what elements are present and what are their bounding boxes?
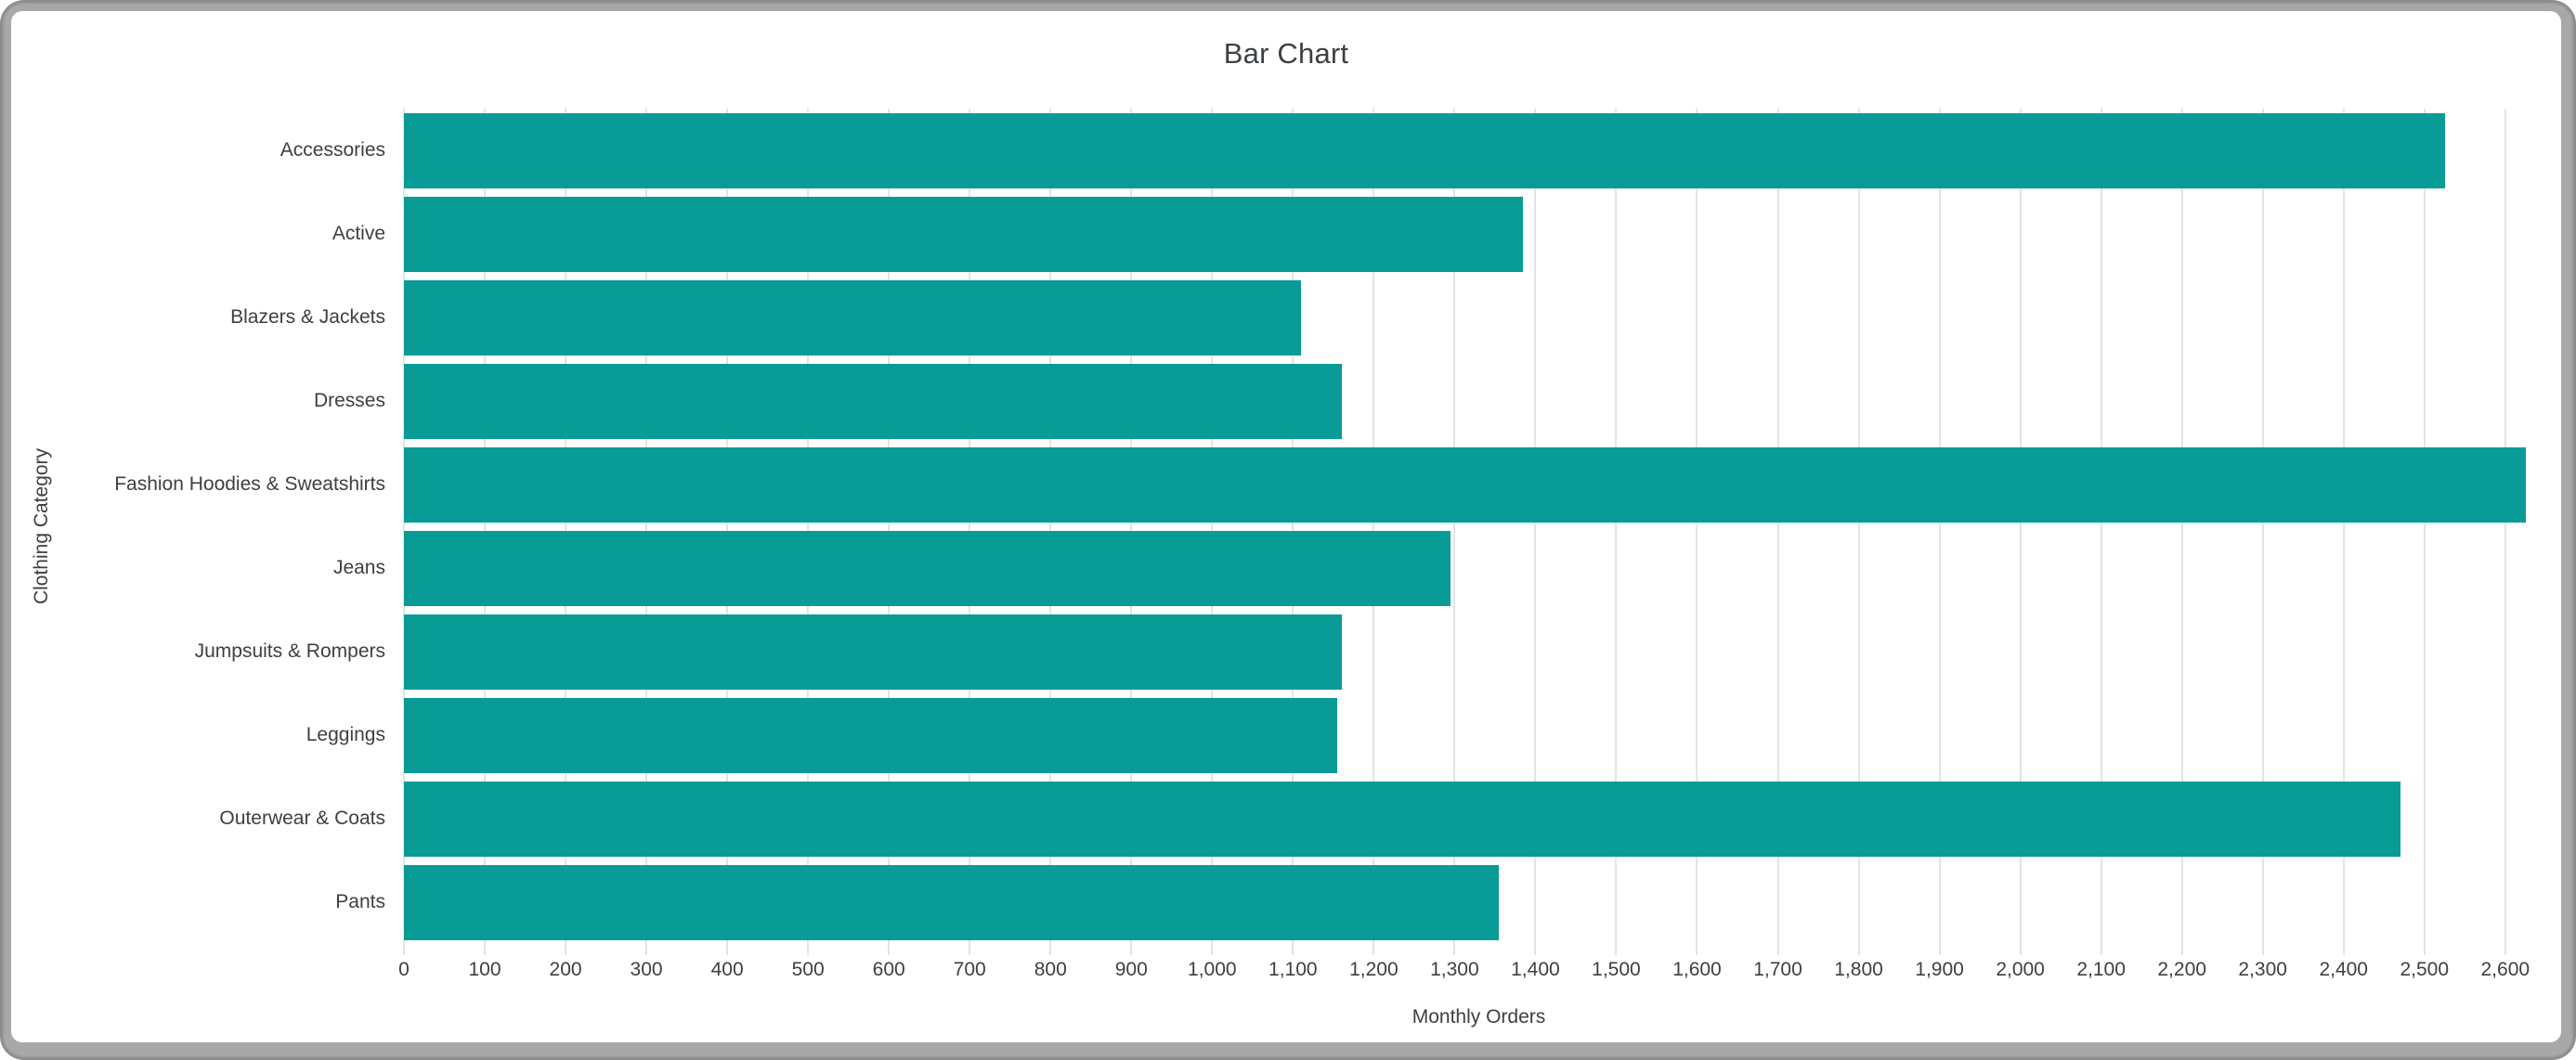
x-tick-label-1,000: 1,000 [1188, 959, 1237, 980]
category-label-dresses: Dresses [313, 390, 385, 411]
x-tick-label-500: 500 [791, 959, 825, 980]
bar-jumpsuits-rompers[interactable] [404, 614, 1342, 690]
x-tick-label-200: 200 [549, 959, 582, 980]
bar-pants[interactable] [404, 864, 1500, 940]
bar-jeans[interactable] [404, 530, 1451, 606]
bar-fashion-hoodies-sweatshirts[interactable] [404, 446, 2526, 523]
category-label-leggings: Leggings [306, 724, 385, 745]
gridline-1800 [1857, 109, 1860, 955]
x-tick-label-100: 100 [468, 959, 501, 980]
x-axis-ticks: 0 100 200 300 400 500 600 700 800 900 1,000 1,100 1,… [398, 944, 2554, 981]
x-tick-label-2,300: 2,300 [2238, 959, 2287, 980]
x-tick-label-1,500: 1,500 [1592, 959, 1641, 980]
bar-leggings[interactable] [404, 697, 1338, 773]
x-tick-label-900: 900 [1114, 959, 1148, 980]
x-tick-label-1,800: 1,800 [1834, 959, 1883, 980]
bar-dresses[interactable] [404, 363, 1342, 439]
x-tick-label-1,400: 1,400 [1511, 959, 1560, 980]
gridline-1600 [1696, 109, 1698, 955]
category-label-jeans: Jeans [332, 557, 385, 578]
x-tick-label-2,000: 2,000 [1996, 959, 2045, 980]
x-tick-label-1,900: 1,900 [1915, 959, 1964, 980]
plot-area [403, 109, 2554, 955]
x-tick-label-300: 300 [630, 959, 663, 980]
gridline-2600 [2504, 109, 2506, 955]
x-tick-label-400: 400 [710, 959, 744, 980]
x-tick-label-0: 0 [398, 959, 410, 980]
x-axis-title: Monthly Orders [1412, 1006, 1546, 1028]
bar-outerwear-coats[interactable] [404, 781, 2400, 857]
x-tick-label-1,700: 1,700 [1753, 959, 1802, 980]
gridline-2300 [2261, 109, 2264, 955]
category-label-fashion-hoodies-sweatshirts: Fashion Hoodies & Sweatshirts [114, 473, 385, 495]
category-label-outerwear-coats: Outerwear & Coats [219, 808, 385, 829]
x-tick-label-2,500: 2,500 [2400, 959, 2450, 980]
gridline-2500 [2423, 109, 2426, 955]
y-axis-title: Clothing Category [31, 447, 52, 605]
gridline-1900 [1938, 109, 1941, 955]
x-tick-label-800: 800 [1034, 959, 1067, 980]
x-tick-label-2,400: 2,400 [2319, 959, 2368, 980]
x-tick-label-2,600: 2,600 [2480, 959, 2530, 980]
gridline-2200 [2180, 109, 2183, 955]
category-label-pants: Pants [335, 891, 385, 912]
category-label-jumpsuits-rompers: Jumpsuits & Rompers [194, 640, 385, 662]
x-tick-label-1,300: 1,300 [1430, 959, 1479, 980]
x-tick-label-600: 600 [872, 959, 905, 980]
y-axis-labels: Accessories Active Blazers & Jackets Dresse… [11, 109, 385, 944]
x-tick-label-2,100: 2,100 [2076, 959, 2126, 980]
x-tick-label-1,200: 1,200 [1349, 959, 1399, 980]
gridline-1400 [1534, 109, 1537, 955]
category-label-active: Active [332, 223, 385, 244]
chart-title: Bar Chart [1223, 37, 1349, 70]
gridline-1500 [1615, 109, 1618, 955]
gridline-1300 [1453, 109, 1456, 955]
gridline-2400 [2342, 109, 2345, 955]
chart-card: Bar Chart Accessories Active Blazers & Jac… [11, 11, 2561, 1042]
x-tick-label-2,200: 2,200 [2157, 959, 2206, 980]
gridline-2000 [2019, 109, 2022, 955]
gridline-1700 [1776, 109, 1779, 955]
category-label-accessories: Accessories [280, 139, 385, 161]
gridline-2100 [2100, 109, 2102, 955]
x-tick-label-1,600: 1,600 [1672, 959, 1722, 980]
bar-active[interactable] [404, 196, 1524, 272]
bar-blazers-jackets[interactable] [404, 279, 1302, 355]
bar-accessories[interactable] [404, 112, 2445, 188]
x-tick-label-700: 700 [953, 959, 986, 980]
category-label-blazers-jackets: Blazers & Jackets [230, 306, 385, 328]
x-tick-label-1,100: 1,100 [1268, 959, 1318, 980]
